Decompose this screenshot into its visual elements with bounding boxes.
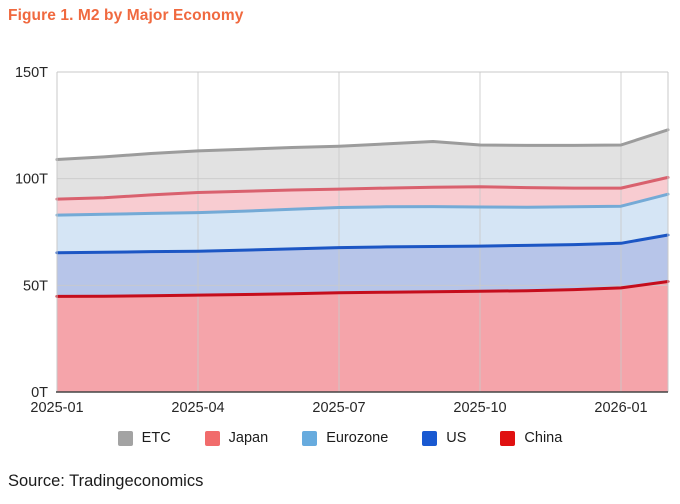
legend-swatch-etc bbox=[117, 430, 133, 446]
legend-item-japan: Japan bbox=[204, 430, 269, 446]
y-tick-label-100T: 100T bbox=[15, 172, 48, 188]
y-tick-label-0T: 0T bbox=[31, 385, 48, 401]
legend-swatch-china bbox=[500, 430, 516, 446]
source-caption: Source: Tradingeconomics bbox=[8, 472, 204, 490]
line-japan bbox=[55, 175, 670, 201]
legend-item-etc: ETC bbox=[117, 430, 171, 446]
x-tick-label-2025-04: 2025-04 bbox=[171, 400, 224, 416]
legend-item-china: China bbox=[500, 430, 562, 446]
area-etc bbox=[57, 129, 668, 200]
x-tick-label-2025-10: 2025-10 bbox=[453, 400, 506, 416]
legend-label-china: China bbox=[524, 430, 563, 446]
legend-swatch-japan bbox=[204, 430, 220, 446]
legend-item-eurozone: Eurozone bbox=[302, 430, 388, 446]
area-japan bbox=[57, 177, 668, 216]
x-tick-label-2026-01: 2026-01 bbox=[594, 400, 647, 416]
y-tick-label-150T: 150T bbox=[15, 65, 48, 81]
x-tick-label-2025-01: 2025-01 bbox=[30, 400, 83, 416]
line-eurozone bbox=[55, 192, 670, 217]
y-tick-label-50T: 50T bbox=[23, 278, 48, 294]
area-eurozone bbox=[57, 194, 668, 253]
x-tick-label-2025-07: 2025-07 bbox=[312, 400, 365, 416]
line-us bbox=[55, 233, 670, 255]
legend-swatch-eurozone bbox=[302, 430, 318, 446]
figure-title: Figure 1. M2 by Major Economy bbox=[8, 7, 244, 24]
legend-label-us: US bbox=[446, 430, 467, 446]
line-china bbox=[55, 280, 670, 298]
legend-item-us: US bbox=[422, 430, 466, 446]
area-china bbox=[57, 281, 668, 392]
line-etc bbox=[55, 128, 670, 161]
legend-label-japan: Japan bbox=[228, 430, 269, 446]
legend-label-etc: ETC bbox=[141, 430, 171, 446]
chart-legend: ETC Japan Eurozone US China bbox=[0, 430, 680, 446]
m2-stacked-area-chart: 0T 50T 100T 150T 2025-01 2025-04 2025-07 2025-1… bbox=[15, 65, 670, 416]
legend-swatch-us bbox=[422, 430, 438, 446]
legend-label-eurozone: Eurozone bbox=[326, 430, 389, 446]
area-us bbox=[57, 235, 668, 297]
